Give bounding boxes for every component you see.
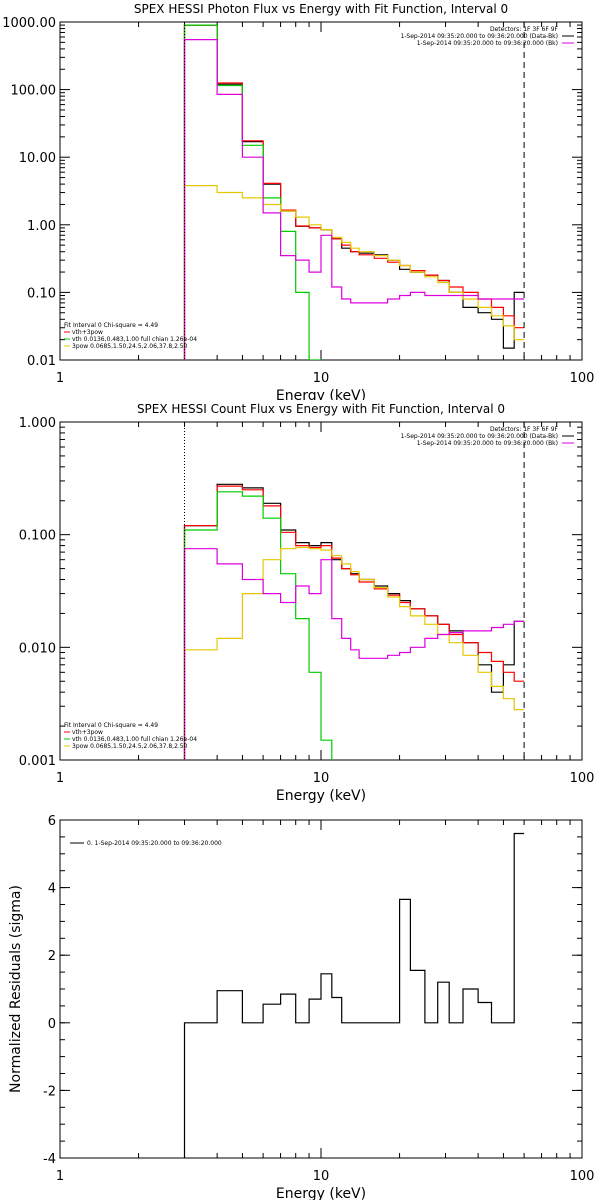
y-tick-label: 0.01 — [27, 354, 56, 369]
y-tick-label: -2 — [43, 1084, 56, 1099]
info-right-text: 1-Sep-2014 09:35:20.000 to 09:36:20.000 … — [400, 433, 558, 440]
info-right-text: 1-Sep-2014 09:35:20.000 to 09:36:20.000 … — [400, 33, 558, 40]
y-tick-label: 100.00 — [11, 84, 57, 99]
series-line-3 — [183, 185, 525, 360]
fit-info-text: vth+3pow — [72, 729, 103, 736]
residuals-panel: 1 10 100 Energy (keV) 6 4 2 0 -2 -4 Normalized Res… — [0, 810, 600, 1200]
x-tick-label: 100 — [570, 371, 595, 386]
info-right-text: Detectors: 1F 3F 6F 9F — [490, 26, 559, 33]
series-line-2 — [183, 491, 333, 760]
residual-legend-text: 0. 1-Sep-2014 09:35:20.000 to 09:36:20.0… — [87, 840, 222, 847]
y-tick-label: 0.001 — [19, 754, 56, 769]
x-tick-label: 100 — [570, 771, 595, 786]
photon-flux-chart: SPEX HESSI Photon Flux vs Energy with Fi… — [2, 2, 595, 400]
chart-title: SPEX HESSI Count Flux vs Energy with Fit… — [137, 402, 505, 416]
fit-info-text: vth+3pow — [72, 329, 103, 336]
count-flux-panel: SPEX HESSI Count Flux vs Energy with Fit… — [0, 400, 600, 810]
series-group — [183, 24, 525, 360]
y-tick-label: 0.100 — [19, 529, 56, 544]
x-axis-label: Energy (keV) — [276, 788, 366, 804]
residuals-chart: 1 10 100 Energy (keV) 6 4 2 0 -2 -4 Normalized Res… — [8, 814, 595, 1200]
x-tick-label: 10 — [313, 771, 330, 786]
photon-flux-panel: SPEX HESSI Photon Flux vs Energy with Fi… — [0, 0, 600, 400]
fit-info-text: 3pow 0.0685,1.50,24.5,2.06,37.8,2.50 — [72, 743, 188, 750]
y-tick-label: 4 — [48, 882, 56, 897]
y-tick-label: 0 — [48, 1017, 56, 1032]
y-tick-label: 10.00 — [19, 151, 56, 166]
series-line-4 — [183, 39, 525, 360]
y-axis-label: Normalized Residuals (sigma) — [8, 885, 24, 1093]
y-tick-label: 2 — [48, 949, 56, 964]
x-tick-label: 10 — [313, 371, 330, 386]
fit-info-text: 3pow 0.0685,1.50,24.5,2.06,37.8,2.50 — [72, 343, 188, 350]
x-tick-label: 1 — [56, 771, 64, 786]
x-axis-label: Energy (keV) — [276, 1186, 366, 1200]
info-right-text: 1-Sep-2014 09:35:20.000 to 09:36:20.000 … — [417, 440, 558, 447]
x-tick-label: 1 — [56, 1169, 64, 1184]
x-axis-label: Energy (keV) — [276, 388, 366, 400]
y-tick-label: -4 — [43, 1152, 56, 1167]
series-group — [183, 483, 525, 760]
fit-info-text: Fit Interval 0 Chi-square = 4.49 — [64, 322, 158, 329]
y-tick-label: 0.010 — [19, 641, 56, 656]
series-line-4 — [183, 548, 525, 760]
y-tick-label: 1.000 — [19, 416, 56, 431]
series-line-0 — [183, 832, 525, 1158]
fit-info-text: vth 0.0136,0.483,1.00 full chian 1.26e-0… — [72, 336, 197, 343]
fit-info-text: vth 0.0136,0.483,1.00 full chian 1.26e-0… — [72, 736, 197, 743]
info-right-text: 1-Sep-2014 09:35:20.000 to 09:36:20.000 … — [417, 40, 558, 47]
series-line-2 — [183, 24, 322, 360]
x-tick-label: 100 — [570, 1169, 595, 1184]
series-line-0 — [183, 24, 525, 360]
info-right-text: Detectors: 1F 3F 6F 9F — [490, 426, 559, 433]
y-tick-label: 1.00 — [27, 219, 56, 234]
series-line-0 — [183, 483, 525, 760]
count-flux-chart: SPEX HESSI Count Flux vs Energy with Fit… — [19, 402, 595, 804]
y-tick-label: 0.10 — [27, 286, 56, 301]
series-line-1 — [183, 485, 525, 760]
fit-info-text: Fit Interval 0 Chi-square = 4.49 — [64, 722, 158, 729]
x-tick-label: 1 — [56, 371, 64, 386]
chart-title: SPEX HESSI Photon Flux vs Energy with Fi… — [134, 2, 508, 16]
series-group — [183, 832, 525, 1158]
y-tick-label: 6 — [48, 814, 56, 829]
y-tick-label: 1000.00 — [2, 16, 56, 31]
series-line-1 — [183, 24, 525, 360]
x-tick-label: 10 — [313, 1169, 330, 1184]
series-line-3 — [183, 546, 525, 760]
